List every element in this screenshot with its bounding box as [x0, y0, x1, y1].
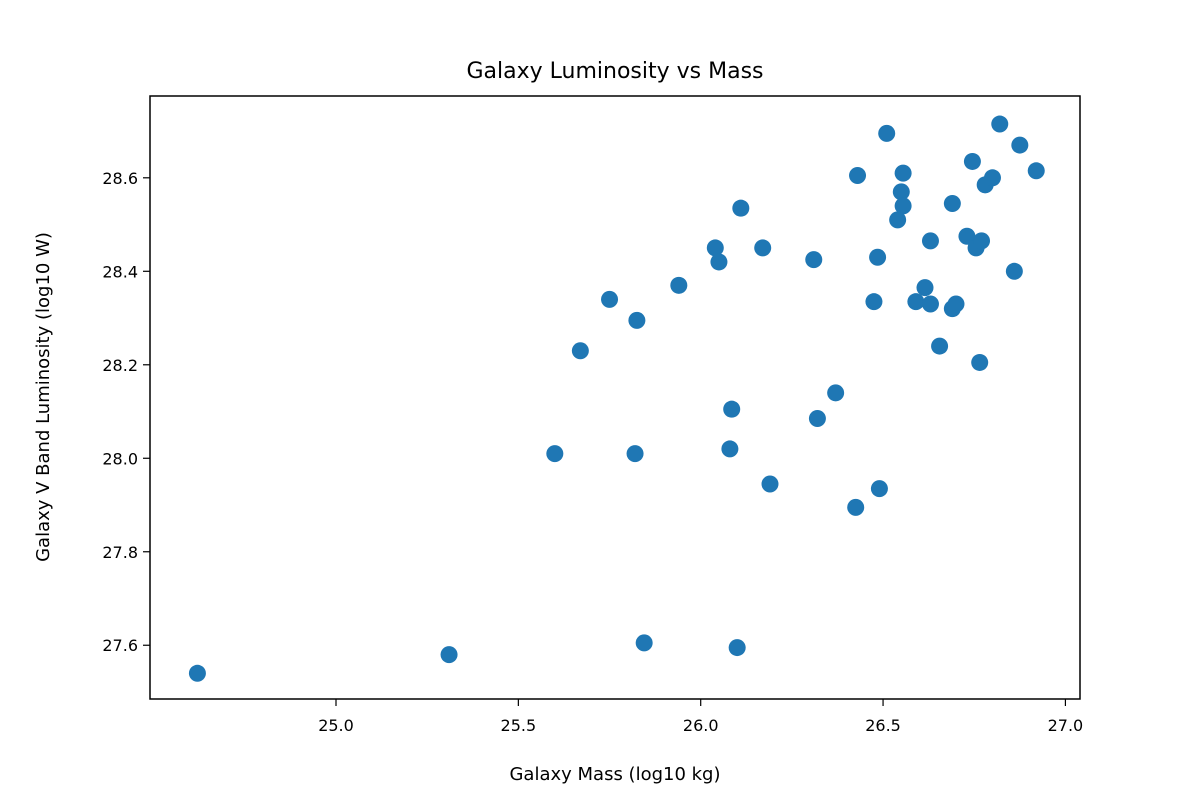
data-point	[865, 293, 883, 311]
x-tick-label: 25.0	[318, 716, 354, 735]
data-point	[889, 211, 907, 229]
data-point	[892, 183, 910, 201]
data-point	[991, 115, 1009, 133]
data-point	[907, 293, 925, 311]
y-axis: 27.6 27.8 28.0 28.2 28.4 28.6	[102, 169, 150, 655]
data-point	[601, 290, 619, 308]
y-tick-label: 28.4	[102, 262, 138, 281]
data-point	[1027, 162, 1045, 180]
data-point	[878, 124, 896, 142]
data-point	[931, 337, 949, 355]
data-point	[706, 239, 724, 257]
data-point	[626, 445, 644, 463]
data-point	[827, 384, 845, 402]
data-point	[754, 239, 772, 257]
x-tick-label: 25.5	[501, 716, 537, 735]
chart-title: Galaxy Luminosity vs Mass	[467, 59, 764, 84]
data-point	[971, 353, 989, 371]
data-point	[670, 276, 688, 294]
data-point	[1011, 136, 1029, 154]
data-point	[958, 227, 976, 245]
x-axis: 25.0 25.5 26.0 26.5 27.0	[318, 699, 1083, 735]
data-point	[721, 440, 739, 458]
data-point	[571, 342, 589, 360]
data-point	[188, 664, 206, 682]
data-points	[188, 115, 1045, 682]
data-point	[894, 164, 912, 182]
y-tick-label: 28.6	[102, 169, 138, 188]
y-axis-label: Galaxy V Band Luminosity (log10 W)	[33, 232, 54, 562]
data-point	[440, 646, 458, 664]
y-tick-label: 27.8	[102, 543, 138, 562]
data-point	[947, 295, 965, 313]
x-tick-label: 26.5	[865, 716, 901, 735]
data-point	[847, 498, 865, 516]
data-point	[916, 279, 934, 297]
data-point	[546, 445, 564, 463]
x-axis-label: Galaxy Mass (log10 kg)	[509, 764, 720, 785]
data-point	[761, 475, 779, 493]
data-point	[973, 232, 991, 250]
data-point	[805, 251, 823, 269]
data-point	[635, 634, 653, 652]
y-tick-label: 27.6	[102, 636, 138, 655]
x-tick-label: 26.0	[683, 716, 719, 735]
data-point	[849, 166, 867, 184]
data-point	[628, 311, 646, 329]
plot-area	[149, 95, 1081, 700]
data-point	[983, 169, 1001, 187]
data-point	[921, 295, 939, 313]
x-tick-label: 27.0	[1048, 716, 1084, 735]
data-point	[943, 195, 961, 213]
data-point	[732, 199, 750, 217]
data-point	[894, 197, 912, 215]
data-point	[808, 410, 826, 428]
data-point	[723, 400, 741, 418]
data-point	[869, 248, 887, 266]
y-tick-label: 28.0	[102, 449, 138, 468]
data-point	[870, 480, 888, 498]
data-point	[728, 639, 746, 657]
data-point	[710, 253, 728, 271]
data-point	[921, 232, 939, 250]
data-point	[1005, 262, 1023, 280]
y-tick-label: 28.2	[102, 356, 138, 375]
data-point	[963, 152, 981, 170]
